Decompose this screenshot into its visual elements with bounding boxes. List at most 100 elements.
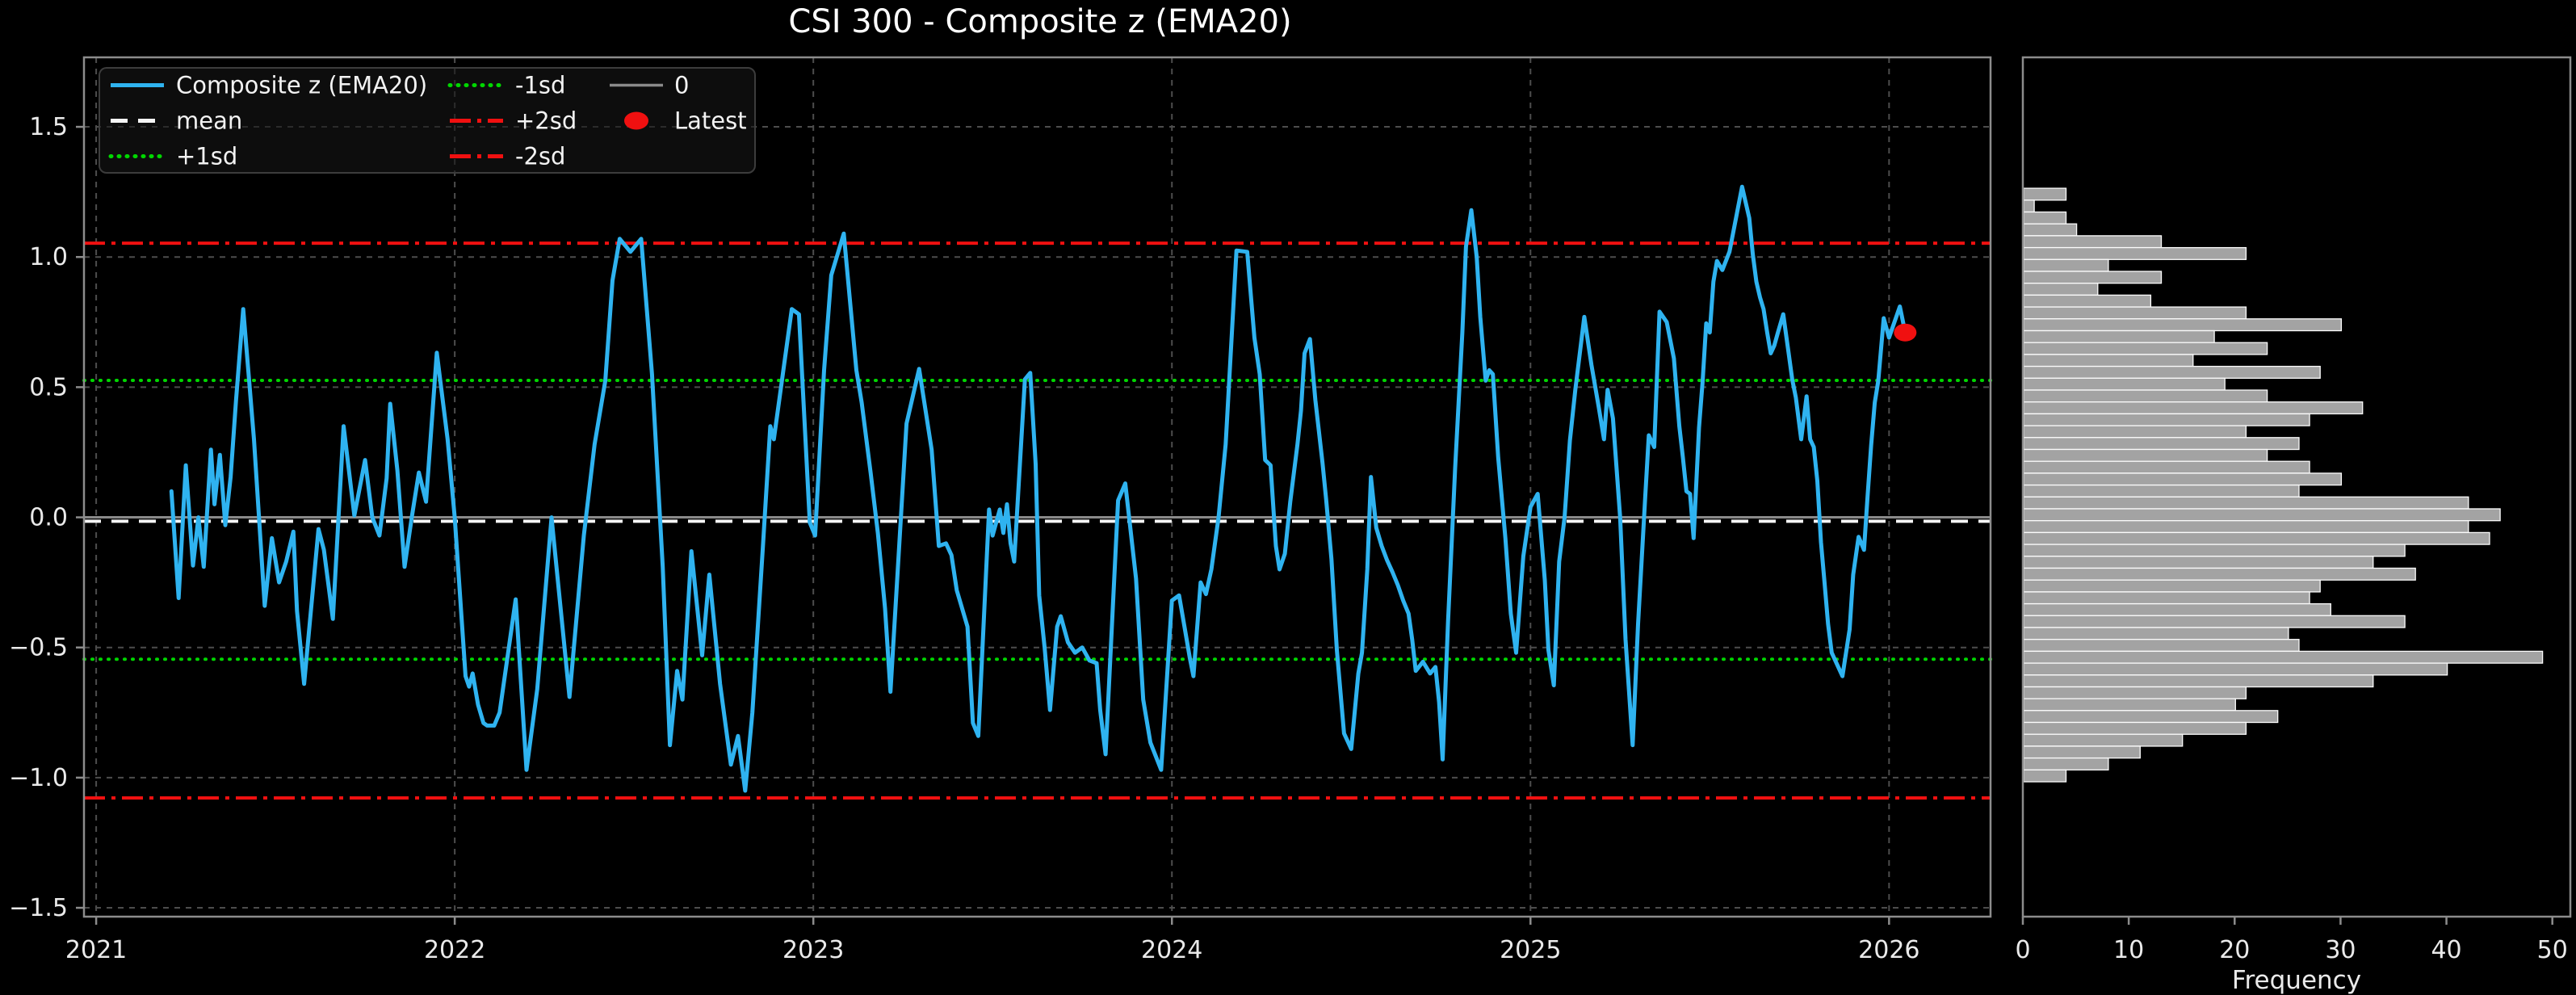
composite-z-line <box>169 184 1907 793</box>
y-tick-label: −0.5 <box>9 634 68 662</box>
hist-bar <box>2023 698 2236 712</box>
hist-bar <box>2023 556 2374 569</box>
chart-title: CSI 300 - Composite z (EMA20) <box>788 3 1292 40</box>
hist-bar <box>2023 602 2331 616</box>
hist-bar <box>2023 639 2300 653</box>
frequency-axis-label: Frequency <box>2232 966 2361 995</box>
hist-bar <box>2023 472 2343 486</box>
axis-ticks <box>76 125 2553 925</box>
hist-bar <box>2023 520 2469 534</box>
legend-item-label: mean <box>176 107 242 135</box>
hist-bar <box>2023 223 2078 237</box>
hist-bar <box>2023 318 2343 332</box>
x-tick-label: 2021 <box>65 936 127 964</box>
hist-bar <box>2023 544 2406 557</box>
hist-bar <box>2023 294 2152 308</box>
hist-bar <box>2023 531 2490 545</box>
y-tick-label: 1.5 <box>29 113 68 141</box>
hist-bar <box>2023 591 2310 605</box>
latest-point <box>1894 323 1917 342</box>
legend-item-latest: Latest <box>624 107 747 135</box>
hist-x-tick-label: 50 <box>2537 936 2568 964</box>
hist-bar <box>2023 710 2279 724</box>
legend-item-mean: mean <box>111 107 242 135</box>
hist-bar <box>2023 733 2184 747</box>
hist-bar <box>2023 496 2469 510</box>
y-tick-label: 1.0 <box>29 243 68 271</box>
legend-item-minus-2sd: -2sd <box>450 143 565 170</box>
hist-bar <box>2023 579 2321 593</box>
hist-bar <box>2023 567 2416 581</box>
hist-bar <box>2023 330 2215 343</box>
hist-bar <box>2023 187 2067 201</box>
legend-item-label: Latest <box>674 107 747 135</box>
hist-bar <box>2023 769 2067 783</box>
legend-item-label: +1sd <box>176 143 237 170</box>
hist-bar <box>2023 686 2247 699</box>
hist-bar <box>2023 235 2163 249</box>
tick-labels: 2021 2022 2023 2024 2025 2026 1.5 1.0 0.5 0.0 −0.5… <box>9 113 2568 995</box>
x-tick-label: 2023 <box>782 936 844 964</box>
hist-x-tick-label: 20 <box>2219 936 2250 964</box>
hist-axes-frame <box>2021 56 2572 918</box>
legend-item-label: Composite z (EMA20) <box>176 72 427 99</box>
hist-bar <box>2023 401 2364 415</box>
x-tick-label: 2022 <box>424 936 485 964</box>
hist-bar <box>2023 283 2099 296</box>
hist-bar <box>2023 674 2374 688</box>
legend-item-composite-z: Composite z (EMA20) <box>111 72 427 99</box>
y-tick-label: −1.0 <box>9 764 68 792</box>
hist-bar <box>2023 460 2310 474</box>
legend-item-label: -1sd <box>515 72 565 99</box>
hist-bar <box>2023 448 2268 462</box>
hist-bar <box>2023 627 2289 640</box>
main-axes-frame <box>82 56 1992 918</box>
y-tick-label: −1.5 <box>9 894 68 922</box>
hist-bar <box>2023 342 2268 355</box>
hist-bar <box>2023 484 2300 498</box>
legend-item-label: +2sd <box>515 107 577 135</box>
hist-bar <box>2023 650 2544 664</box>
hist-bar <box>2023 745 2141 759</box>
hist-bar <box>2023 425 2247 439</box>
hist-bar <box>2023 615 2406 628</box>
legend-item-zero: 0 <box>610 72 689 99</box>
legend-latest-marker-icon <box>624 111 648 130</box>
y-tick-label: 0.0 <box>29 504 68 532</box>
hist-bar <box>2023 377 2226 391</box>
x-tick-label: 2024 <box>1141 936 1202 964</box>
legend-item-label: 0 <box>674 72 689 99</box>
hist-bar <box>2023 389 2268 403</box>
hist-bar <box>2023 365 2321 379</box>
hist-bar <box>2023 211 2067 225</box>
hist-x-tick-label: 40 <box>2431 936 2461 964</box>
legend: Composite z (EMA20) mean +1sd -1sd +2sd -2sd 0… <box>99 67 756 174</box>
hist-bar <box>2023 354 2194 367</box>
legend-box <box>99 67 756 174</box>
grid <box>84 57 1991 917</box>
histogram-bars <box>2023 187 2544 783</box>
legend-item-plus-1sd: +1sd <box>108 143 237 170</box>
hist-bar <box>2023 437 2300 451</box>
hist-x-tick-label: 0 <box>2015 936 2030 964</box>
y-tick-label: 0.5 <box>29 373 68 401</box>
x-tick-label: 2025 <box>1500 936 1561 964</box>
legend-item-plus-2sd: +2sd <box>450 107 577 135</box>
hist-x-tick-label: 30 <box>2325 936 2356 964</box>
x-tick-label: 2026 <box>1858 936 1919 964</box>
hist-bar <box>2023 199 2035 213</box>
hist-bar <box>2023 662 2448 676</box>
hist-bar <box>2023 757 2109 770</box>
hist-bar <box>2023 413 2310 426</box>
hist-x-tick-label: 10 <box>2113 936 2144 964</box>
hist-bar <box>2023 246 2247 260</box>
legend-item-minus-1sd: -1sd <box>447 72 565 99</box>
hist-bar <box>2023 306 2247 320</box>
hist-bar <box>2023 271 2163 284</box>
legend-item-label: -2sd <box>515 143 565 170</box>
hist-bar <box>2023 508 2501 522</box>
hist-bar <box>2023 258 2109 272</box>
hist-bar <box>2023 721 2247 735</box>
